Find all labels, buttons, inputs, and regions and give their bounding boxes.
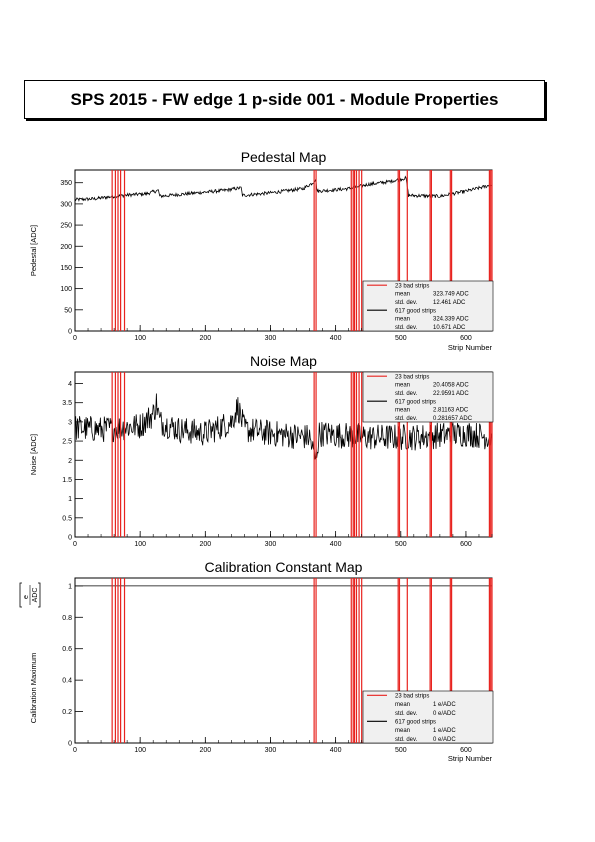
y-tick-label: 250 <box>60 223 72 230</box>
x-tick-label: 400 <box>330 335 342 342</box>
chart-title: Pedestal Map <box>241 149 327 165</box>
unit-numerator: e <box>23 595 30 599</box>
x-tick-label: 100 <box>134 747 146 754</box>
chart-title: Noise Map <box>250 353 317 369</box>
x-tick-label: 400 <box>330 541 342 548</box>
legend-stat-value: 1 e/ADC <box>433 702 456 708</box>
x-tick-label: 600 <box>460 335 472 342</box>
y-tick-label: 4 <box>68 381 72 388</box>
page-title: SPS 2015 - FW edge 1 p-side 001 - Module… <box>24 80 545 119</box>
legend-stat-label: std. dev. <box>395 711 418 717</box>
x-tick-label: 200 <box>199 747 211 754</box>
y-tick-label: 0 <box>68 329 72 336</box>
legend-stat-value: 323.749 ADC <box>433 292 469 298</box>
x-tick-label: 500 <box>395 541 407 548</box>
y-tick-label: 0 <box>68 535 72 542</box>
legend-stat-label: std. dev. <box>395 737 418 743</box>
x-tick-label: 0 <box>73 747 77 754</box>
legend-good-label: 617 good strips <box>395 399 436 405</box>
y-tick-label: 200 <box>60 244 72 251</box>
legend-stat-value: 12.461 ADC <box>433 300 466 306</box>
x-tick-label: 600 <box>460 747 472 754</box>
legend-box <box>362 280 494 332</box>
legend-bad-label: 23 bad strips <box>395 283 429 289</box>
y-tick-label: 100 <box>60 286 72 293</box>
legend-stat-label: mean <box>395 408 410 414</box>
unit-denominator: ADC <box>32 588 39 603</box>
y-tick-label: 0 <box>68 741 72 748</box>
legend-stat-label: std. dev. <box>395 416 418 422</box>
y-tick-label: 300 <box>60 201 72 208</box>
legend-stat-value: 0 e/ADC <box>433 737 456 743</box>
y-tick-label: 0.8 <box>62 615 72 622</box>
x-tick-label: 500 <box>395 747 407 754</box>
y-tick-label: 150 <box>60 265 72 272</box>
legend-stat-value: 20.4058 ADC <box>433 383 469 389</box>
x-tick-label: 500 <box>395 335 407 342</box>
legend-stat-value: 1 e/ADC <box>433 728 456 734</box>
x-tick-label: 600 <box>460 541 472 548</box>
y-tick-label: 1.5 <box>62 477 72 484</box>
legend-stat-label: std. dev. <box>395 391 418 397</box>
legend-stat-value: 22.9591 ADC <box>433 391 469 397</box>
x-tick-label: 0 <box>73 541 77 548</box>
page-title-text: SPS 2015 - FW edge 1 p-side 001 - Module… <box>70 89 499 109</box>
good-strips-series <box>74 175 493 202</box>
x-tick-label: 300 <box>265 747 277 754</box>
x-tick-label: 400 <box>330 747 342 754</box>
legend-stat-value: 2.81163 ADC <box>433 408 469 414</box>
legend-stat-value: 0 e/ADC <box>433 711 456 717</box>
legend-bad-label: 23 bad strips <box>395 374 429 380</box>
x-axis-label: Strip Number <box>448 343 493 352</box>
y-axis-label: Noise [ADC] <box>29 434 38 475</box>
y-tick-label: 0.6 <box>62 646 72 653</box>
legend-stat-label: mean <box>395 702 410 708</box>
y-tick-label: 2.5 <box>62 439 72 446</box>
legend-box <box>362 371 494 423</box>
x-tick-label: 100 <box>134 541 146 548</box>
legend-stat-label: mean <box>395 292 410 298</box>
x-tick-label: 100 <box>134 335 146 342</box>
legend-good-label: 617 good strips <box>395 720 436 726</box>
y-tick-label: 3.5 <box>62 400 72 407</box>
y-tick-label: 0.5 <box>62 515 72 522</box>
legend-good-label: 617 good strips <box>395 308 436 314</box>
legend-stat-label: std. dev. <box>395 325 418 331</box>
legend-stat-value: 0.281657 ADC <box>433 416 473 422</box>
y-tick-label: 2 <box>68 458 72 465</box>
x-tick-label: 200 <box>199 541 211 548</box>
legend-box <box>362 690 494 744</box>
legend-stat-label: mean <box>395 317 410 323</box>
y-tick-label: 1 <box>68 496 72 503</box>
unit-bracket-right <box>38 582 41 608</box>
legend-stat-label: std. dev. <box>395 300 418 306</box>
chart-title: Calibration Constant Map <box>205 559 363 575</box>
x-tick-label: 300 <box>265 335 277 342</box>
legend-stat-value: 324.339 ADC <box>433 317 469 323</box>
y-tick-label: 350 <box>60 180 72 187</box>
legend-stat-label: mean <box>395 383 410 389</box>
legend-stat-value: 10.671 ADC <box>433 325 466 331</box>
y-axis-label: Pedestal [ADC] <box>29 225 38 276</box>
legend-bad-label: 23 bad strips <box>395 694 429 700</box>
legend-stat-label: mean <box>395 728 410 734</box>
y-tick-label: 0.2 <box>62 709 72 716</box>
unit-bracket-left <box>19 582 22 608</box>
y-tick-label: 50 <box>64 307 72 314</box>
x-tick-label: 0 <box>73 335 77 342</box>
x-axis-label: Strip Number <box>448 754 493 763</box>
x-tick-label: 300 <box>265 541 277 548</box>
y-tick-label: 1 <box>68 583 72 590</box>
y-tick-label: 3 <box>68 419 72 426</box>
y-axis-label: Calibration Maximum <box>29 653 38 723</box>
good-strips-series <box>74 393 493 460</box>
x-tick-label: 200 <box>199 335 211 342</box>
y-tick-label: 0.4 <box>62 678 72 685</box>
